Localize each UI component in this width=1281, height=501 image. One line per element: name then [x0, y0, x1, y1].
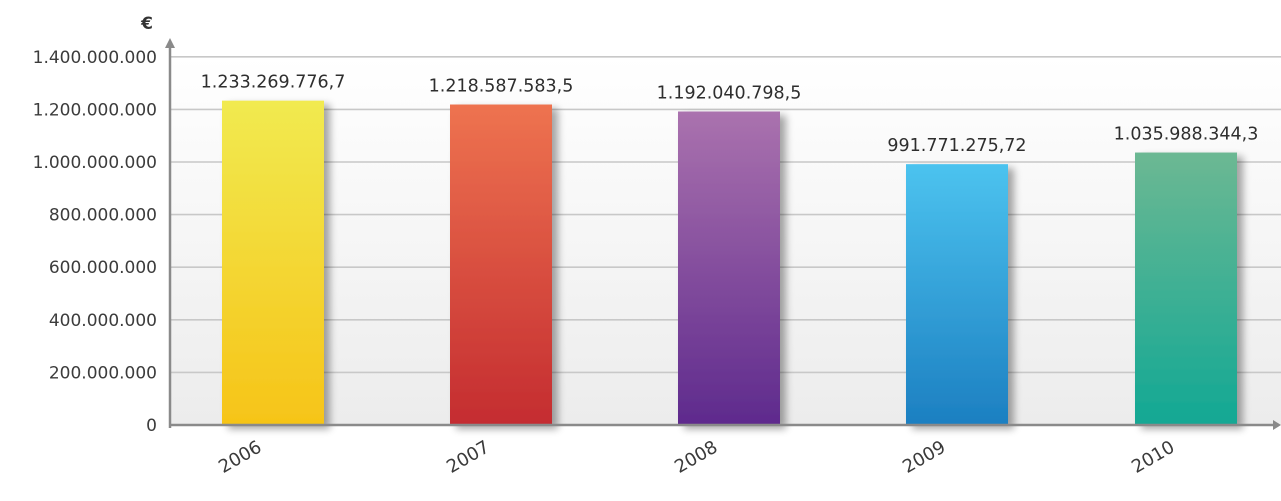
x-tick-label: 2008: [671, 437, 721, 478]
bar-2009: [906, 164, 1008, 425]
data-label: 991.771.275,72: [887, 136, 1026, 156]
axes: [165, 38, 1281, 430]
y-tick-label: 600.000.000: [49, 258, 157, 278]
bar-2010: [1135, 152, 1237, 425]
bar-2007: [450, 104, 552, 425]
y-tick-label: 800.000.000: [49, 206, 157, 226]
bar-2006: [222, 100, 324, 425]
y-tick-label: 400.000.000: [49, 311, 157, 331]
bar-2008: [678, 111, 780, 425]
bars: [222, 100, 1237, 425]
y-axis-unit-label: €: [140, 14, 153, 34]
data-label: 1.233.269.776,7: [201, 73, 346, 93]
data-label: 1.035.988.344,3: [1114, 125, 1259, 145]
y-tick-label: 0: [146, 416, 157, 436]
x-tick-label: 2009: [899, 437, 949, 478]
x-tick-label: 2010: [1128, 437, 1178, 478]
y-tick-label: 1.000.000.000: [33, 153, 157, 173]
x-tick-label: 2007: [443, 437, 493, 478]
y-axis-arrow: [165, 38, 175, 48]
y-tick-label: 1.200.000.000: [33, 100, 157, 120]
labels: 0 200.000.000 400.000.000 600.000.000 800.00…: [33, 14, 1259, 478]
y-tick-label: 1.400.000.000: [33, 48, 157, 68]
x-tick-label: 2006: [215, 437, 265, 478]
data-label: 1.218.587.583,5: [429, 77, 574, 97]
y-tick-label: 200.000.000: [49, 363, 157, 383]
data-label: 1.192.040.798,5: [657, 83, 802, 103]
x-axis-arrow: [1273, 420, 1281, 430]
